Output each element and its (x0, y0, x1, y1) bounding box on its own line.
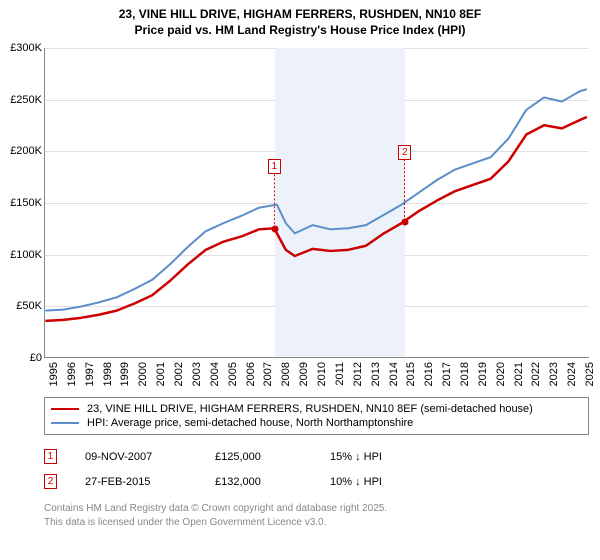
x-axis-label: 2016 (423, 362, 435, 392)
x-axis-label: 2008 (280, 362, 292, 392)
x-axis-label: 2020 (495, 362, 507, 392)
x-axis-label: 2022 (530, 362, 542, 392)
y-axis-label: £100K (2, 249, 42, 261)
marker-box: 2 (398, 145, 411, 160)
chart-svg (45, 48, 589, 357)
x-axis-label: 2004 (209, 362, 221, 392)
sale-date: 27-FEB-2015 (85, 476, 215, 488)
y-axis-label: £250K (2, 94, 42, 106)
sale-row: 1 09-NOV-2007 £125,000 15% ↓ HPI (44, 444, 589, 469)
sale-row: 2 27-FEB-2015 £132,000 10% ↓ HPI (44, 469, 589, 494)
sales-table: 1 09-NOV-2007 £125,000 15% ↓ HPI 2 27-FE… (44, 444, 589, 494)
x-axis-label: 1997 (84, 362, 96, 392)
legend: 23, VINE HILL DRIVE, HIGHAM FERRERS, RUS… (44, 397, 589, 435)
chart-plot-area: 12 (44, 48, 589, 358)
y-axis-label: £150K (2, 197, 42, 209)
marker-box: 1 (268, 159, 281, 174)
chart-container: 23, VINE HILL DRIVE, HIGHAM FERRERS, RUS… (0, 0, 600, 560)
legend-label: HPI: Average price, semi-detached house,… (87, 417, 413, 429)
y-axis-label: £50K (2, 300, 42, 312)
title-line-1: 23, VINE HILL DRIVE, HIGHAM FERRERS, RUS… (0, 6, 600, 22)
sale-price: £125,000 (215, 451, 330, 463)
x-axis-label: 2009 (298, 362, 310, 392)
series-line-hpi (45, 89, 586, 310)
x-axis-label: 2010 (316, 362, 328, 392)
x-axis-label: 2003 (191, 362, 203, 392)
x-axis-label: 2019 (477, 362, 489, 392)
sale-marker-icon: 2 (44, 474, 57, 489)
x-axis-label: 2015 (405, 362, 417, 392)
sale-delta: 15% ↓ HPI (330, 451, 430, 463)
x-axis-label: 1995 (48, 362, 60, 392)
x-axis-label: 2013 (370, 362, 382, 392)
legend-swatch (51, 422, 79, 424)
x-axis-label: 2001 (155, 362, 167, 392)
x-axis-label: 2006 (245, 362, 257, 392)
x-axis-label: 2005 (227, 362, 239, 392)
footer-attribution: Contains HM Land Registry data © Crown c… (44, 502, 387, 529)
sale-marker-icon: 1 (44, 449, 57, 464)
x-axis-label: 1996 (66, 362, 78, 392)
x-axis-label: 2024 (566, 362, 578, 392)
sale-price: £132,000 (215, 476, 330, 488)
series-line-property_price (45, 117, 586, 321)
x-axis-label: 2000 (137, 362, 149, 392)
x-axis-label: 2014 (388, 362, 400, 392)
legend-item: 23, VINE HILL DRIVE, HIGHAM FERRERS, RUS… (51, 402, 582, 416)
x-axis-label: 2018 (459, 362, 471, 392)
x-axis-label: 2007 (262, 362, 274, 392)
x-axis-label: 2021 (513, 362, 525, 392)
legend-label: 23, VINE HILL DRIVE, HIGHAM FERRERS, RUS… (87, 403, 533, 415)
sale-delta: 10% ↓ HPI (330, 476, 430, 488)
chart-title: 23, VINE HILL DRIVE, HIGHAM FERRERS, RUS… (0, 0, 600, 38)
x-axis-label: 2023 (548, 362, 560, 392)
x-axis-label: 2002 (173, 362, 185, 392)
footer-line-1: Contains HM Land Registry data © Crown c… (44, 502, 387, 516)
x-axis-label: 2012 (352, 362, 364, 392)
marker-dot (402, 218, 409, 225)
footer-line-2: This data is licensed under the Open Gov… (44, 516, 387, 530)
y-axis-label: £300K (2, 42, 42, 54)
y-axis-label: £200K (2, 145, 42, 157)
x-axis-label: 2017 (441, 362, 453, 392)
x-axis-label: 2011 (334, 362, 346, 392)
legend-swatch (51, 408, 79, 410)
x-axis-label: 1998 (102, 362, 114, 392)
title-line-2: Price paid vs. HM Land Registry's House … (0, 22, 600, 38)
legend-item: HPI: Average price, semi-detached house,… (51, 416, 582, 430)
sale-date: 09-NOV-2007 (85, 451, 215, 463)
x-axis-label: 2025 (584, 362, 596, 392)
marker-dot (271, 225, 278, 232)
y-axis-label: £0 (2, 352, 42, 364)
x-axis-label: 1999 (119, 362, 131, 392)
